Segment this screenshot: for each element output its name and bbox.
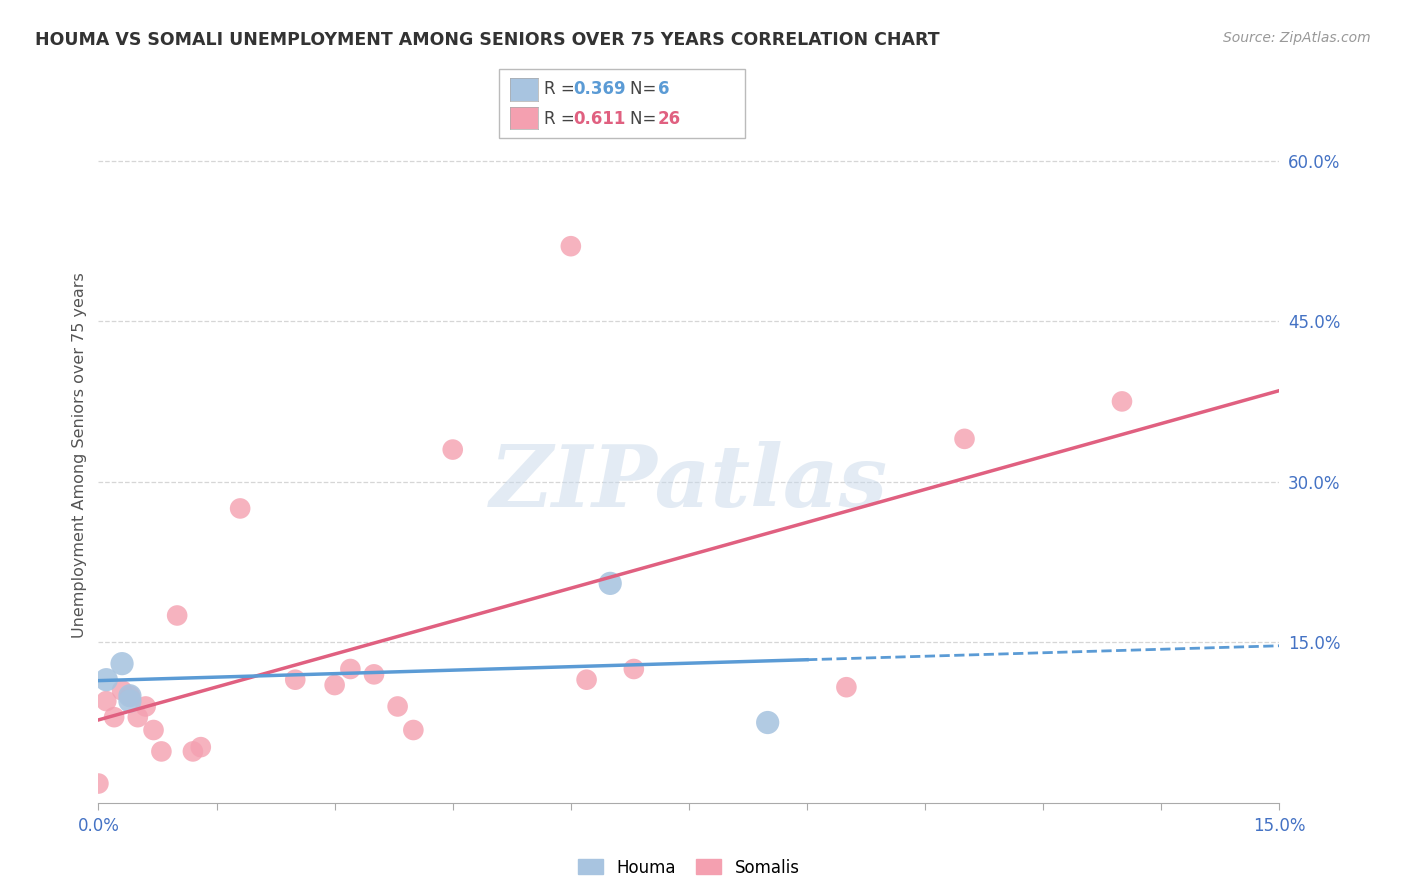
Point <box>87 776 110 790</box>
Point <box>118 689 141 703</box>
Text: R =: R = <box>544 80 581 98</box>
Legend: Houma, Somalis: Houma, Somalis <box>569 850 808 885</box>
Point <box>135 699 157 714</box>
Point <box>575 673 598 687</box>
Point <box>441 442 464 457</box>
Point <box>111 657 134 671</box>
Point <box>111 683 134 698</box>
Point <box>1111 394 1133 409</box>
Point <box>118 689 141 703</box>
Point <box>623 662 645 676</box>
Point <box>127 710 149 724</box>
Point <box>190 740 212 755</box>
Text: 26: 26 <box>658 110 681 128</box>
Point <box>284 673 307 687</box>
Text: R =: R = <box>544 110 581 128</box>
Text: ZIPatlas: ZIPatlas <box>489 441 889 524</box>
Point <box>96 673 118 687</box>
Point <box>96 694 118 708</box>
Point <box>166 608 188 623</box>
Point <box>756 715 779 730</box>
Point <box>402 723 425 737</box>
Text: N=: N= <box>630 80 661 98</box>
Point <box>323 678 346 692</box>
Point <box>560 239 582 253</box>
Point <box>363 667 385 681</box>
Text: N=: N= <box>630 110 661 128</box>
Point <box>387 699 409 714</box>
Point <box>181 744 204 758</box>
Point <box>953 432 976 446</box>
Text: 0.611: 0.611 <box>574 110 626 128</box>
Point <box>142 723 165 737</box>
Text: HOUMA VS SOMALI UNEMPLOYMENT AMONG SENIORS OVER 75 YEARS CORRELATION CHART: HOUMA VS SOMALI UNEMPLOYMENT AMONG SENIO… <box>35 31 939 49</box>
Point <box>103 710 125 724</box>
Point <box>339 662 361 676</box>
Point <box>118 694 141 708</box>
Point <box>150 744 173 758</box>
Point <box>835 680 858 694</box>
Text: 6: 6 <box>658 80 669 98</box>
Point <box>599 576 621 591</box>
Y-axis label: Unemployment Among Seniors over 75 years: Unemployment Among Seniors over 75 years <box>72 272 87 638</box>
Text: 0.369: 0.369 <box>574 80 626 98</box>
Point <box>229 501 252 516</box>
Text: Source: ZipAtlas.com: Source: ZipAtlas.com <box>1223 31 1371 45</box>
